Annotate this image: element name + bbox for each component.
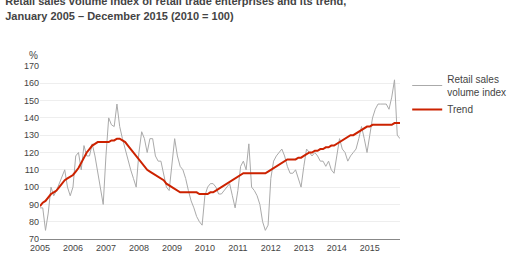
svg-text:Trend: Trend: [447, 104, 473, 115]
svg-text:170: 170: [24, 61, 39, 71]
svg-text:100: 100: [24, 182, 39, 192]
svg-text:2013: 2013: [294, 243, 314, 253]
svg-text:150: 150: [24, 96, 39, 106]
svg-text:2009: 2009: [162, 243, 182, 253]
svg-text:110: 110: [25, 165, 39, 175]
svg-text:2007: 2007: [96, 243, 116, 253]
svg-text:130: 130: [24, 130, 39, 140]
svg-text:2010: 2010: [195, 243, 215, 253]
svg-text:70: 70: [29, 234, 39, 244]
svg-text:120: 120: [24, 148, 39, 158]
svg-text:Retail sales volume index of r: Retail sales volume index of retail trad…: [5, 0, 346, 22]
svg-text:2008: 2008: [129, 243, 149, 253]
svg-text:90: 90: [29, 200, 39, 210]
svg-text:2006: 2006: [63, 243, 83, 253]
svg-text:2015: 2015: [360, 243, 380, 253]
svg-text:2014: 2014: [327, 243, 347, 253]
svg-text:2012: 2012: [261, 243, 281, 253]
svg-text:140: 140: [24, 113, 39, 123]
svg-text:Retail salesvolume index: Retail salesvolume index: [447, 74, 506, 98]
svg-text:2011: 2011: [228, 243, 247, 253]
svg-text:%: %: [29, 50, 38, 61]
svg-text:2005: 2005: [30, 243, 50, 253]
svg-text:80: 80: [29, 217, 39, 227]
svg-text:160: 160: [24, 78, 39, 88]
